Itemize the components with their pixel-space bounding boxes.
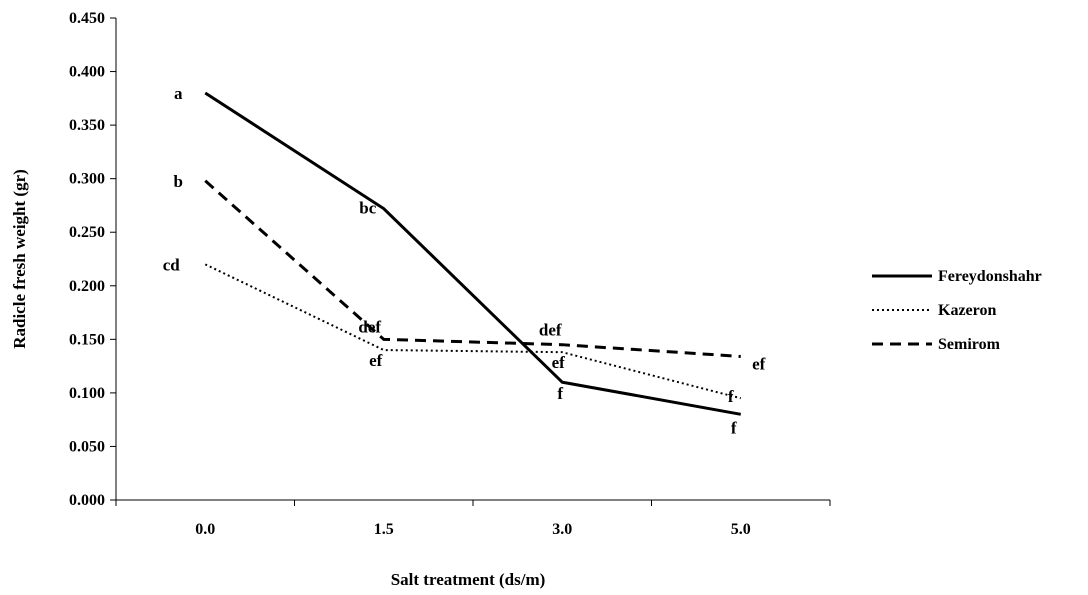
x-tick-label: 1.5 bbox=[374, 521, 394, 538]
y-tick-label: 0.000 bbox=[69, 492, 105, 509]
series-layer bbox=[204, 91, 742, 416]
y-tick-label: 0.250 bbox=[69, 224, 105, 241]
legend-label-fereydonshahr: Fereydonshahr bbox=[938, 268, 1042, 285]
legend-label-semirom: Semirom bbox=[938, 336, 1001, 353]
series-line-kazeron bbox=[204, 263, 741, 400]
significance-label: bc bbox=[359, 199, 376, 218]
series-line-fereydonshahr bbox=[204, 91, 742, 416]
x-tick-label: 0.0 bbox=[195, 521, 215, 538]
significance-label: def bbox=[358, 317, 381, 336]
significance-label: ef bbox=[552, 353, 566, 372]
x-axis-title: Salt treatment (ds/m) bbox=[391, 570, 546, 589]
legend-label-kazeron: Kazeron bbox=[938, 302, 996, 319]
y-ticks: 0.000 0.050 0.100 0.150 0.200 0.250 0.300 0.350… bbox=[69, 10, 116, 509]
significance-label: f bbox=[557, 384, 563, 403]
y-tick-label: 0.150 bbox=[69, 331, 105, 348]
significance-label: ef bbox=[369, 351, 383, 370]
y-tick-label: 0.050 bbox=[69, 438, 105, 455]
significance-label: def bbox=[539, 321, 562, 340]
significance-label: cd bbox=[163, 255, 181, 274]
legend: Fereydonshahr Kazeron Semirom bbox=[872, 268, 1042, 353]
y-tick-label: 0.200 bbox=[69, 278, 105, 295]
axes: 0.000 0.050 0.100 0.150 0.200 0.250 0.300 0.350… bbox=[69, 10, 831, 538]
y-tick-label: 0.350 bbox=[69, 117, 105, 134]
x-tick-label: 3.0 bbox=[552, 521, 572, 538]
significance-label: b bbox=[174, 172, 183, 191]
significance-label: f bbox=[731, 418, 737, 437]
series-line-semirom bbox=[204, 179, 741, 358]
y-tick-label: 0.450 bbox=[69, 10, 105, 27]
y-axis-title: Radicle fresh weight (gr) bbox=[10, 169, 29, 349]
significance-label: a bbox=[174, 84, 183, 103]
significance-label: f bbox=[728, 387, 734, 406]
y-tick-label: 0.400 bbox=[69, 64, 105, 81]
y-tick-label: 0.100 bbox=[69, 385, 105, 402]
significance-label: ef bbox=[752, 354, 766, 373]
x-ticks: 0.0 1.5 3.0 5.0 bbox=[115, 500, 831, 538]
x-tick-label: 5.0 bbox=[731, 521, 751, 538]
y-tick-label: 0.300 bbox=[69, 171, 105, 188]
